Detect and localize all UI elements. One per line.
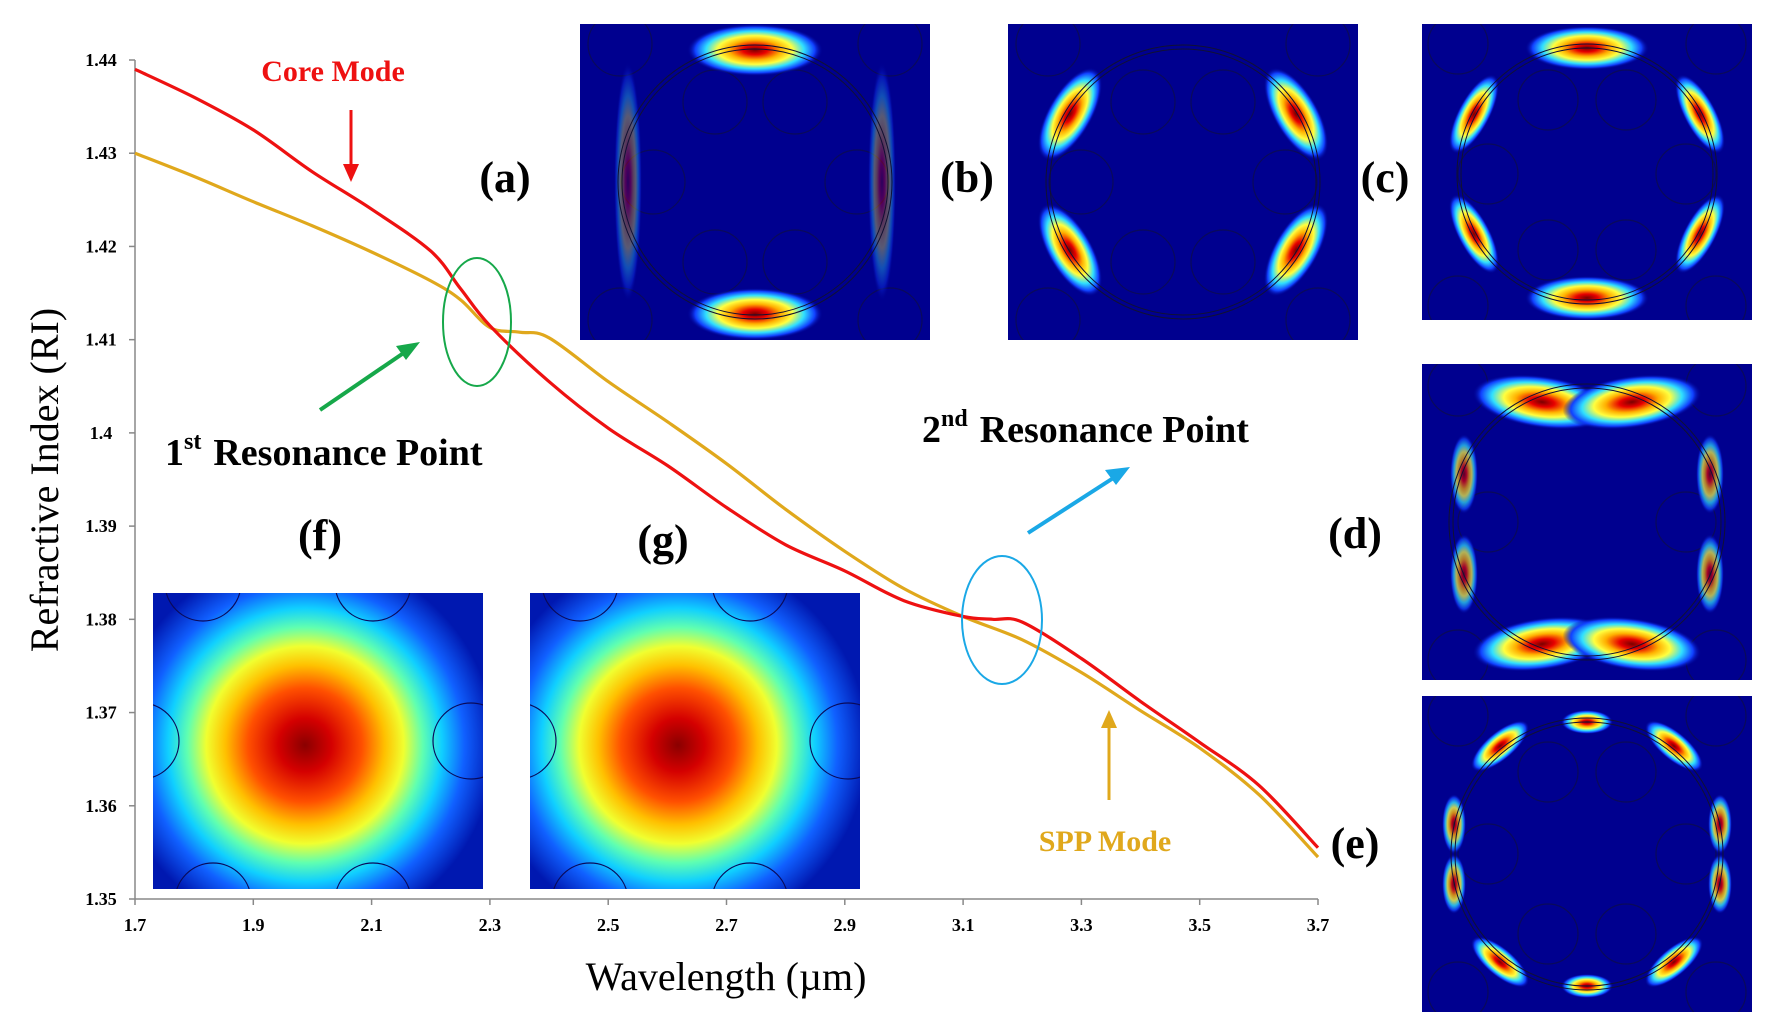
x-tick-label: 1.7 xyxy=(124,915,147,935)
x-tick-label: 3.7 xyxy=(1307,915,1330,935)
resonance-1-superscript: st xyxy=(184,429,201,455)
panel-label-d: (d) xyxy=(1328,509,1382,558)
y-tick-label: 1.37 xyxy=(85,703,117,723)
y-tick-label: 1.42 xyxy=(85,236,117,256)
x-tick-marks: 1.7 1.9 2.1 2.3 2.5 2.7 2.9 3.1 3.3 3.5 3.7 xyxy=(124,899,1330,935)
x-tick-label: 3.5 xyxy=(1188,915,1211,935)
y-tick-label: 1.35 xyxy=(85,889,117,909)
x-tick-label: 3.3 xyxy=(1070,915,1093,935)
field-inset-a xyxy=(580,24,930,340)
resonance-label-1: 1st Resonance Point xyxy=(165,429,483,474)
panel-label-a: (a) xyxy=(479,153,530,202)
x-tick-label: 2.9 xyxy=(834,915,857,935)
field-inset-e xyxy=(1422,696,1752,1012)
arrow-spp-mode xyxy=(1101,710,1117,800)
x-tick-label: 3.1 xyxy=(952,915,975,935)
resonance-2-number: 2 xyxy=(922,409,941,451)
x-tick-label: 2.1 xyxy=(360,915,383,935)
y-tick-label: 1.41 xyxy=(85,330,117,350)
y-tick-label: 1.4 xyxy=(90,423,113,443)
chart-axes: 1.7 1.9 2.1 2.3 2.5 2.7 2.9 3.1 3.3 3.5 3.7 1.351.… xyxy=(85,50,1329,935)
core-mode-series-line xyxy=(134,67,1320,849)
panel-label-c: (c) xyxy=(1361,153,1410,202)
x-tick-label: 1.9 xyxy=(242,915,265,935)
resonance-ellipse-1 xyxy=(442,257,512,387)
resonance-ellipse-2 xyxy=(961,555,1043,685)
field-inset-b xyxy=(1008,24,1358,340)
y-tick-label: 1.43 xyxy=(85,143,117,163)
resonance-1-text: Resonance Point xyxy=(213,432,483,474)
y-tick-label: 1.38 xyxy=(85,609,117,629)
panel-label-g: (g) xyxy=(637,516,688,565)
x-axis-title: Wavelength (µm) xyxy=(586,954,867,999)
field-inset-d xyxy=(1422,364,1752,680)
arrow-resonance-2 xyxy=(1026,467,1130,535)
spp-mode-label: SPP Mode xyxy=(1039,825,1172,858)
x-tick-label: 2.5 xyxy=(597,915,620,935)
x-tick-label: 2.7 xyxy=(715,915,738,935)
panel-label-e: (e) xyxy=(1331,819,1380,868)
resonance-2-superscript: nd xyxy=(941,406,968,432)
arrow-core-mode xyxy=(343,110,359,182)
field-inset-f xyxy=(153,593,483,889)
field-inset-g xyxy=(530,593,860,889)
resonance-label-2: 2nd Resonance Point xyxy=(922,406,1249,451)
y-tick-label: 1.36 xyxy=(85,796,117,816)
arrow-resonance-1 xyxy=(318,342,420,412)
y-tick-label: 1.44 xyxy=(85,50,117,70)
core-mode-label: Core Mode xyxy=(261,55,405,88)
panel-label-f: (f) xyxy=(298,511,342,560)
resonance-1-number: 1 xyxy=(165,432,184,474)
resonance-2-text: Resonance Point xyxy=(980,409,1250,451)
series-layer xyxy=(134,67,1320,859)
x-tick-label: 2.3 xyxy=(479,915,502,935)
field-inset-c xyxy=(1422,24,1752,320)
y-axis-title: Refractive Index (RI) xyxy=(22,308,67,652)
panel-label-b: (b) xyxy=(940,153,994,202)
y-tick-label: 1.39 xyxy=(85,516,117,536)
spp-mode-series-line xyxy=(134,151,1320,859)
y-tick-marks: 1.35 1.36 1.37 1.38 1.39 1.4 1.41 1.42 1.43 1.44 xyxy=(85,50,135,909)
resonance-markers xyxy=(318,110,1130,800)
